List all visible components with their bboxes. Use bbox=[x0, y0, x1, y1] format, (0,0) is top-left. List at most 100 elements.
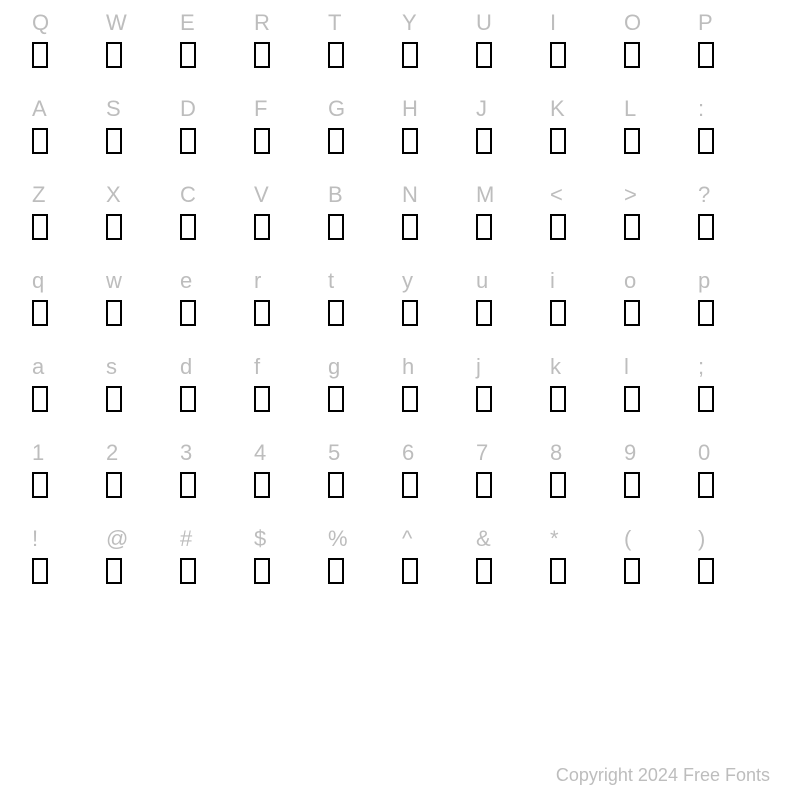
character-cell: p bbox=[696, 266, 770, 352]
missing-glyph-box bbox=[328, 42, 344, 68]
character-label: j bbox=[474, 352, 481, 382]
character-cell: 8 bbox=[548, 438, 622, 524]
missing-glyph-box bbox=[476, 300, 492, 326]
missing-glyph-box bbox=[254, 472, 270, 498]
missing-glyph-box bbox=[254, 214, 270, 240]
missing-glyph-box bbox=[106, 214, 122, 240]
character-cell: d bbox=[178, 352, 252, 438]
character-row: !@#$%^&*() bbox=[30, 524, 770, 610]
character-row: 1234567890 bbox=[30, 438, 770, 524]
character-label: Z bbox=[30, 180, 45, 210]
character-cell: G bbox=[326, 94, 400, 180]
missing-glyph-box bbox=[254, 300, 270, 326]
missing-glyph-box bbox=[624, 558, 640, 584]
missing-glyph-box bbox=[402, 472, 418, 498]
character-label: I bbox=[548, 8, 556, 38]
character-cell: 0 bbox=[696, 438, 770, 524]
character-cell: U bbox=[474, 8, 548, 94]
missing-glyph-box bbox=[476, 214, 492, 240]
missing-glyph-box bbox=[476, 42, 492, 68]
character-cell: ) bbox=[696, 524, 770, 610]
character-cell: ! bbox=[30, 524, 104, 610]
character-cell: y bbox=[400, 266, 474, 352]
missing-glyph-box bbox=[180, 128, 196, 154]
missing-glyph-box bbox=[698, 300, 714, 326]
missing-glyph-box bbox=[106, 472, 122, 498]
character-label: l bbox=[622, 352, 629, 382]
character-cell: f bbox=[252, 352, 326, 438]
character-cell: L bbox=[622, 94, 696, 180]
missing-glyph-box bbox=[402, 386, 418, 412]
character-label: k bbox=[548, 352, 561, 382]
character-row: QWERTYUIOP bbox=[30, 8, 770, 94]
character-cell: E bbox=[178, 8, 252, 94]
missing-glyph-box bbox=[32, 386, 48, 412]
character-cell: q bbox=[30, 266, 104, 352]
character-label: U bbox=[474, 8, 492, 38]
character-label: y bbox=[400, 266, 413, 296]
character-label: W bbox=[104, 8, 127, 38]
missing-glyph-box bbox=[180, 558, 196, 584]
character-label: O bbox=[622, 8, 641, 38]
missing-glyph-box bbox=[624, 42, 640, 68]
missing-glyph-box bbox=[402, 214, 418, 240]
character-cell: & bbox=[474, 524, 548, 610]
character-label: # bbox=[178, 524, 192, 554]
character-cell: Y bbox=[400, 8, 474, 94]
missing-glyph-box bbox=[624, 300, 640, 326]
character-cell: r bbox=[252, 266, 326, 352]
missing-glyph-box bbox=[550, 472, 566, 498]
character-cell: j bbox=[474, 352, 548, 438]
missing-glyph-box bbox=[106, 300, 122, 326]
missing-glyph-box bbox=[32, 128, 48, 154]
missing-glyph-box bbox=[698, 558, 714, 584]
character-cell: 6 bbox=[400, 438, 474, 524]
character-label: 9 bbox=[622, 438, 636, 468]
character-label: r bbox=[252, 266, 261, 296]
character-cell: B bbox=[326, 180, 400, 266]
character-label: q bbox=[30, 266, 44, 296]
character-cell: a bbox=[30, 352, 104, 438]
missing-glyph-box bbox=[106, 558, 122, 584]
missing-glyph-box bbox=[402, 128, 418, 154]
character-cell: M bbox=[474, 180, 548, 266]
character-cell: 7 bbox=[474, 438, 548, 524]
missing-glyph-box bbox=[550, 558, 566, 584]
character-label: ) bbox=[696, 524, 705, 554]
missing-glyph-box bbox=[476, 472, 492, 498]
character-cell: @ bbox=[104, 524, 178, 610]
character-cell: % bbox=[326, 524, 400, 610]
character-cell: S bbox=[104, 94, 178, 180]
character-label: Y bbox=[400, 8, 417, 38]
missing-glyph-box bbox=[32, 42, 48, 68]
missing-glyph-box bbox=[32, 214, 48, 240]
missing-glyph-box bbox=[32, 558, 48, 584]
missing-glyph-box bbox=[254, 128, 270, 154]
character-cell: w bbox=[104, 266, 178, 352]
missing-glyph-box bbox=[550, 300, 566, 326]
character-cell: K bbox=[548, 94, 622, 180]
character-cell: * bbox=[548, 524, 622, 610]
character-cell: D bbox=[178, 94, 252, 180]
character-label: L bbox=[622, 94, 636, 124]
character-cell: J bbox=[474, 94, 548, 180]
character-cell: I bbox=[548, 8, 622, 94]
character-label: & bbox=[474, 524, 491, 554]
missing-glyph-box bbox=[476, 128, 492, 154]
missing-glyph-box bbox=[624, 128, 640, 154]
missing-glyph-box bbox=[550, 214, 566, 240]
character-label: R bbox=[252, 8, 270, 38]
character-cell: X bbox=[104, 180, 178, 266]
missing-glyph-box bbox=[106, 128, 122, 154]
missing-glyph-box bbox=[550, 386, 566, 412]
character-cell: u bbox=[474, 266, 548, 352]
character-label: 1 bbox=[30, 438, 44, 468]
missing-glyph-box bbox=[402, 42, 418, 68]
character-label: B bbox=[326, 180, 343, 210]
character-label: 2 bbox=[104, 438, 118, 468]
missing-glyph-box bbox=[254, 558, 270, 584]
character-label: H bbox=[400, 94, 418, 124]
character-row: ASDFGHJKL: bbox=[30, 94, 770, 180]
character-label: i bbox=[548, 266, 555, 296]
character-cell: N bbox=[400, 180, 474, 266]
